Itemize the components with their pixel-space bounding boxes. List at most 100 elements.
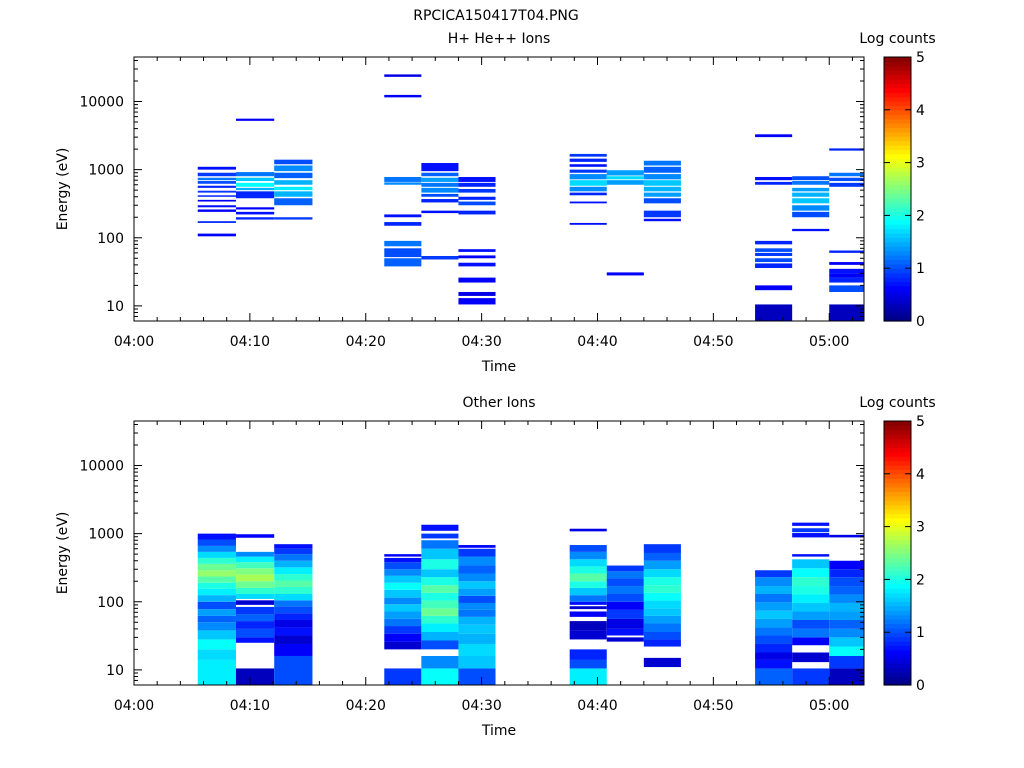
- colorbar-tick-label: 2: [916, 572, 925, 588]
- heatmap-cell: [421, 655, 459, 669]
- heatmap-cell: [421, 585, 459, 593]
- x-tick-label: 04:40: [577, 698, 617, 714]
- heatmap-cell: [274, 159, 313, 165]
- heatmap-cell: [274, 643, 313, 656]
- colorbar-segment: [884, 96, 911, 102]
- heatmap-cell: [755, 248, 793, 252]
- heatmap-cell: [643, 615, 681, 624]
- heatmap-cell: [274, 593, 313, 601]
- colorbar-segment: [884, 206, 911, 212]
- heatmap-cell: [274, 580, 313, 587]
- heatmap-cell: [643, 639, 681, 647]
- heatmap-cell: [421, 600, 459, 609]
- colorbar-segment: [884, 277, 911, 282]
- colorbar-segment: [884, 676, 911, 682]
- heatmap-cell: [274, 600, 313, 607]
- colorbar-segment: [884, 588, 911, 594]
- heatmap-cell: [384, 582, 422, 590]
- heatmap-cell: [792, 522, 830, 526]
- colorbar-segment: [884, 627, 911, 633]
- colorbar-segment: [884, 312, 911, 318]
- colorbar-segment: [884, 127, 911, 133]
- heatmap-cell: [197, 630, 236, 640]
- heatmap-cell: [197, 177, 236, 181]
- heatmap-cell: [235, 581, 275, 588]
- colorbar-segment: [884, 641, 911, 646]
- colorbar-segment: [884, 539, 911, 545]
- heatmap-cell: [274, 586, 313, 594]
- colorbar-segment: [884, 487, 911, 492]
- heatmap-cell: [197, 539, 236, 546]
- heatmap-cell: [792, 205, 830, 211]
- heatmap-cell: [829, 602, 864, 612]
- heatmap-cell: [197, 582, 236, 589]
- colorbar-segment: [884, 123, 911, 128]
- heatmap-cell: [569, 551, 607, 560]
- heatmap-cell: [755, 593, 793, 603]
- colorbar-tick-label: 0: [916, 314, 925, 330]
- heatmap-cell: [829, 577, 864, 587]
- heatmap-cell: [569, 606, 607, 610]
- heatmap-cell: [606, 565, 644, 572]
- heatmap-cell: [197, 185, 236, 188]
- heatmap-cell: [569, 611, 607, 617]
- heatmap-cell: [421, 172, 459, 177]
- heatmap-cell: [755, 652, 793, 660]
- heatmap-cell: [569, 164, 607, 167]
- heatmap-cell: [197, 659, 236, 685]
- colorbar-segment: [884, 241, 911, 247]
- colorbar-segment: [884, 250, 911, 256]
- heatmap-cell: [643, 657, 681, 668]
- heatmap-cell: [569, 180, 607, 186]
- heatmap-cell: [829, 569, 864, 578]
- colorbar-segment: [884, 92, 911, 98]
- colorbar-tick-label: 4: [916, 467, 925, 483]
- heatmap-cell: [829, 148, 864, 151]
- colorbar-segment: [884, 74, 911, 80]
- heatmap-cell: [421, 540, 459, 549]
- heatmap-cell: [569, 201, 607, 204]
- heatmap-cell: [569, 573, 607, 582]
- heatmap-cell: [421, 668, 459, 685]
- heatmap-cell: [829, 250, 864, 253]
- colorbar-segment: [884, 473, 911, 479]
- y-tick-label: 1000: [88, 527, 124, 543]
- heatmap-cell: [829, 655, 864, 669]
- heatmap-cell: [606, 637, 644, 642]
- heatmap-cell: [458, 291, 496, 296]
- heatmap-cell: [755, 134, 793, 138]
- colorbar-segment: [884, 443, 911, 448]
- heatmap-cell: [274, 198, 313, 206]
- heatmap-cell: [384, 240, 422, 247]
- heatmap-cells: [197, 522, 864, 685]
- heatmap-cell: [274, 619, 313, 628]
- heatmap-cell: [235, 187, 275, 191]
- heatmap-cell: [755, 570, 793, 578]
- heatmap-cell: [197, 563, 236, 571]
- heatmap-cell: [384, 176, 422, 182]
- heatmap-cell: [606, 180, 644, 185]
- heatmap-cell: [384, 633, 422, 642]
- colorbar-segment: [884, 680, 911, 686]
- colorbar-label: Log counts: [859, 31, 935, 47]
- colorbar-segment: [884, 105, 911, 111]
- heatmap-cell: [197, 205, 236, 208]
- x-axis-label: Time: [481, 723, 516, 739]
- colorbar-tick-label: 1: [916, 261, 925, 277]
- colorbar-segment: [884, 233, 911, 238]
- colorbar-segment: [884, 202, 911, 208]
- colorbar-segment: [884, 268, 911, 274]
- heatmap-cell: [458, 249, 496, 252]
- heatmap-cell: [274, 627, 313, 636]
- heatmap-cell: [755, 240, 793, 245]
- heatmap-cell: [755, 176, 793, 181]
- heatmap-cell: [235, 118, 275, 121]
- colorbar-segment: [884, 544, 911, 550]
- colorbar-segment: [884, 70, 911, 76]
- colorbar-segment: [884, 140, 911, 146]
- heatmap-cell: [569, 222, 607, 225]
- heatmap-cell: [197, 576, 236, 583]
- heatmap-cell: [569, 528, 607, 532]
- heatmap-cell: [755, 586, 793, 594]
- heatmap-cell: [829, 277, 864, 283]
